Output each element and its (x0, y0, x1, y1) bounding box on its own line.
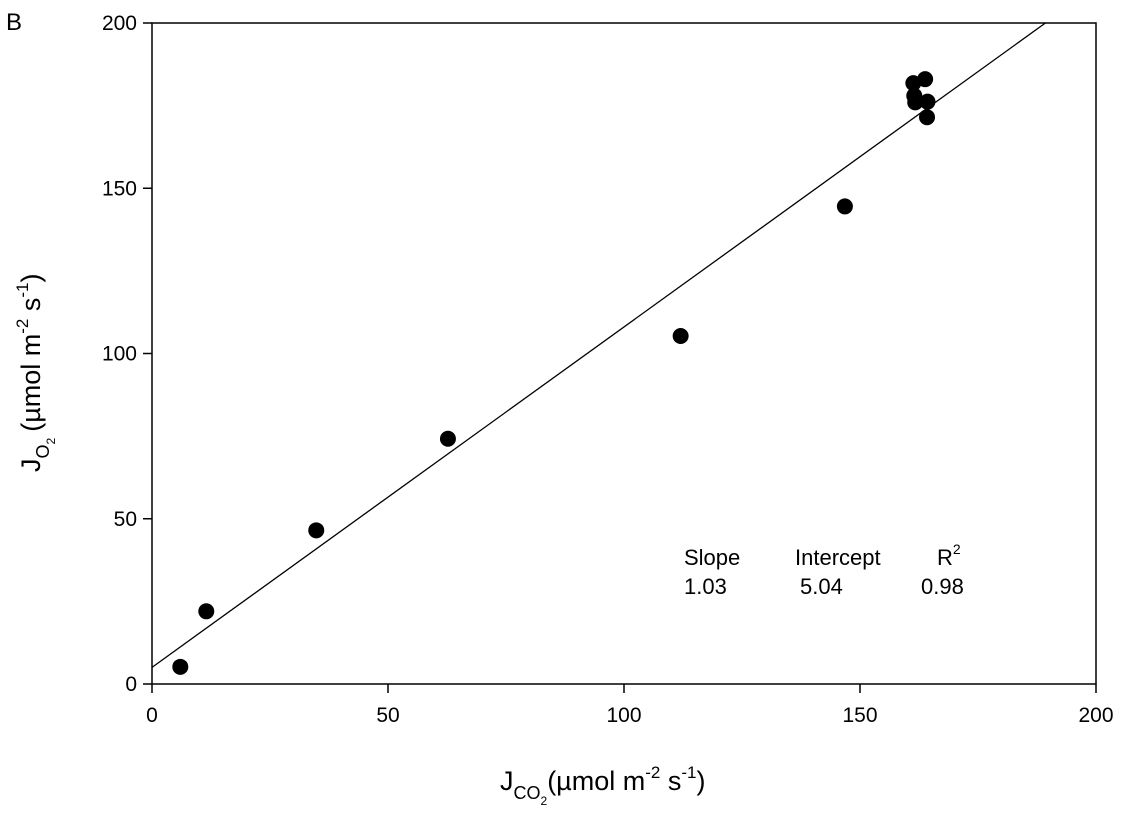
slope-value: 1.03 (684, 574, 727, 599)
intercept-label: Intercept (795, 545, 881, 570)
x-axis-title: JCO2(µmol m-2 s-1) (500, 763, 706, 808)
x-tick-label: 0 (146, 704, 158, 727)
data-point (672, 327, 689, 344)
r2-value: 0.98 (921, 574, 964, 599)
x-tick-label: 50 (376, 704, 399, 727)
y-tick-label: 50 (114, 508, 137, 531)
y-tick-label: 0 (125, 673, 137, 696)
y-tick-label: 200 (102, 12, 137, 35)
y-axis: 0 50 100 150 200 (102, 12, 152, 696)
data-point (919, 93, 936, 110)
data-point (439, 430, 456, 447)
x-tick-label: 150 (842, 704, 877, 727)
data-point (198, 603, 215, 620)
x-tick-label: 100 (606, 704, 641, 727)
regression-line (151, 22, 1046, 668)
data-point (308, 522, 325, 539)
y-axis-title: JO2(µmol m-2 s-1) (13, 273, 58, 472)
y-tick-label: 100 (102, 343, 137, 366)
slope-label: Slope (684, 545, 740, 570)
data-point (919, 109, 936, 126)
intercept-value: 5.04 (800, 574, 843, 599)
x-tick-label: 200 (1078, 704, 1113, 727)
data-point (907, 94, 924, 111)
r2-label: R2 (937, 541, 961, 570)
y-tick-label: 150 (102, 177, 137, 200)
data-point (836, 198, 853, 215)
data-point (917, 71, 934, 88)
data-points (172, 71, 936, 675)
data-point (172, 658, 189, 675)
x-axis: 0 50 100 150 200 (146, 684, 1114, 727)
panel-label: B (6, 9, 22, 36)
